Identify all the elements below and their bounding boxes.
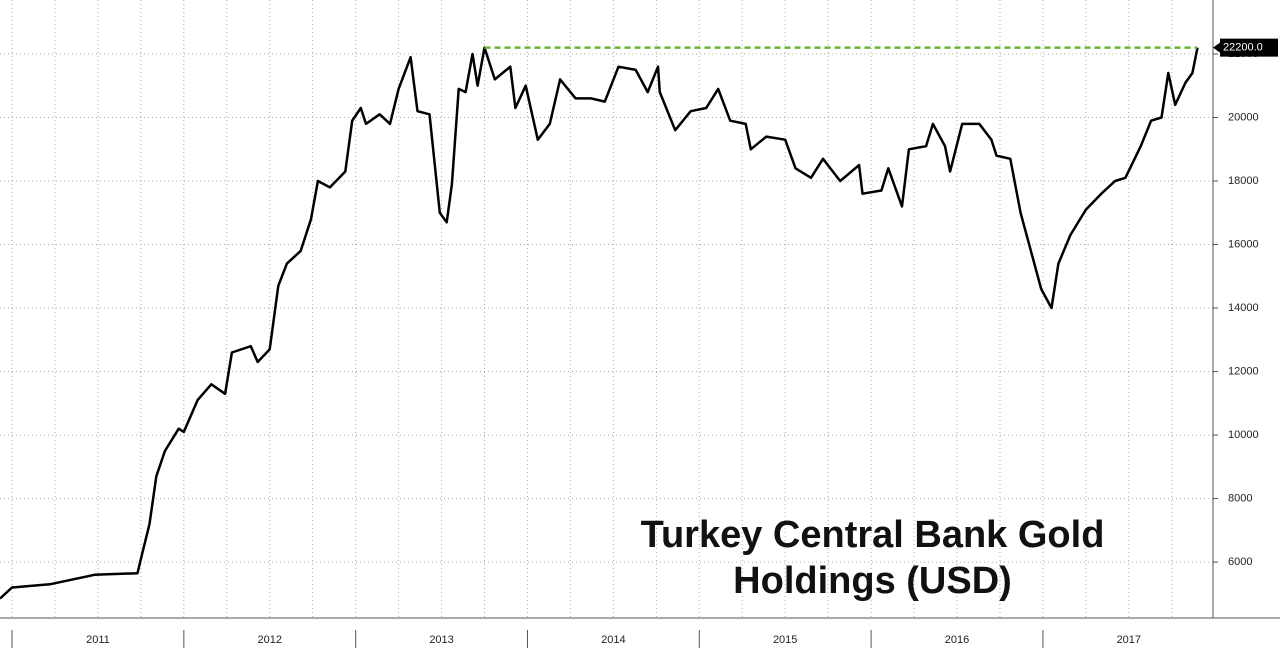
x-tick-label: 2015: [773, 634, 797, 646]
chart-title: Turkey Central Bank Gold Holdings (USD): [640, 514, 1105, 602]
y-tick-label: 20000: [1228, 111, 1259, 123]
y-tick-label: 16000: [1228, 238, 1259, 250]
y-tick-label: 6000: [1228, 556, 1252, 568]
x-tick-label: 2013: [429, 634, 453, 646]
y-tick-label: 14000: [1228, 302, 1259, 314]
value-label: 22200.0: [1223, 42, 1263, 54]
value-label-box: [1220, 38, 1278, 57]
value-label-pointer: [1213, 42, 1220, 53]
y-tick-label: 8000: [1228, 492, 1252, 504]
x-tick-label: 2016: [945, 634, 969, 646]
y-tick-label: 18000: [1228, 175, 1259, 187]
line: [0, 46, 1199, 600]
x-tick-label: 2017: [1117, 634, 1141, 646]
x-tick-label: 2014: [601, 634, 625, 646]
y-tick-label: 12000: [1228, 365, 1259, 377]
x-tick-label: 2011: [86, 634, 110, 646]
y-tick-label: 10000: [1228, 429, 1259, 441]
x-tick-label: 2012: [258, 634, 282, 646]
